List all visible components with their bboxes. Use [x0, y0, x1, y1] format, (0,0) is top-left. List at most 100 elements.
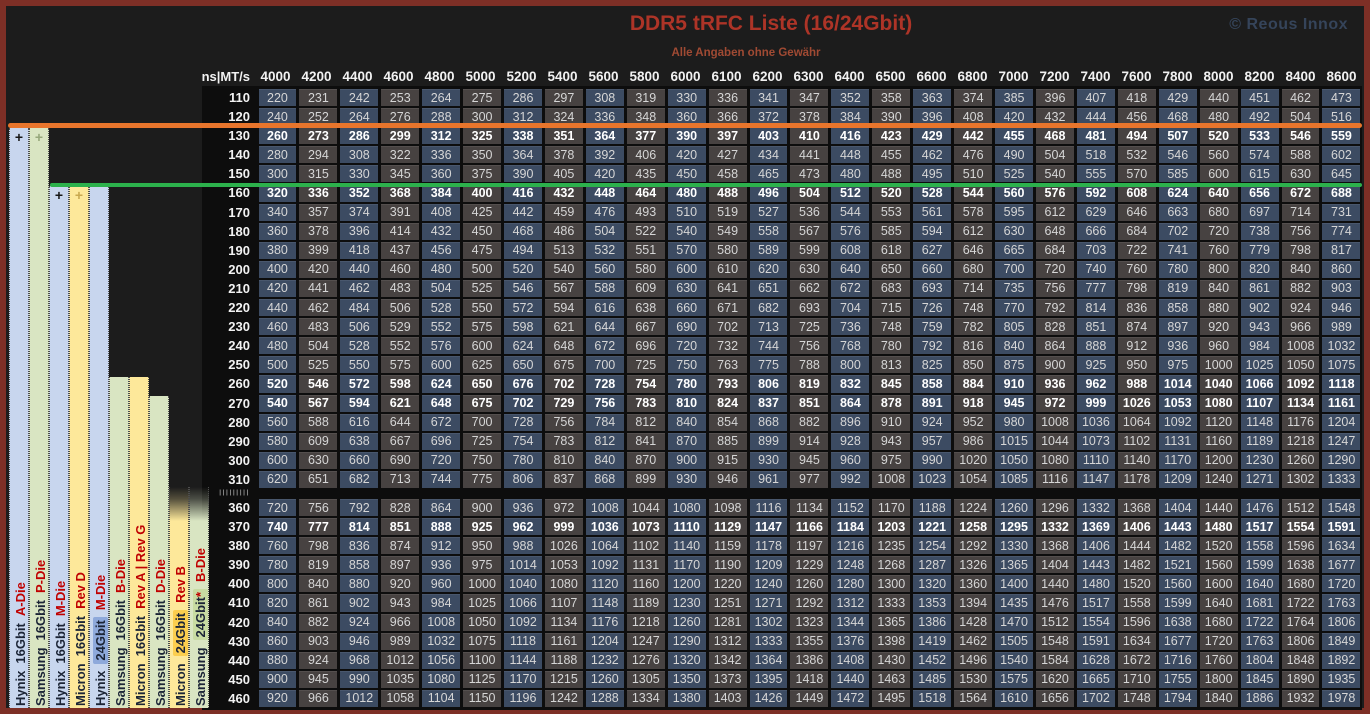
trfc-cell: 768	[831, 337, 870, 355]
trfc-cell: 630	[299, 451, 338, 469]
trfc-cell: 600	[258, 451, 297, 469]
trfc-cell: 1148	[585, 594, 624, 612]
trfc-cell: 1680	[1199, 613, 1238, 631]
trfc-cell: 1026	[544, 537, 583, 555]
trfc-cell: 648	[1036, 222, 1074, 240]
trfc-cell: 770	[995, 299, 1034, 317]
trfc-cell: 1216	[831, 537, 870, 555]
trfc-cell: 1748	[1117, 689, 1156, 707]
trfc-cell: 493	[626, 203, 665, 221]
trfc-cell: 1404	[1036, 556, 1074, 574]
trfc-cell: 458	[708, 165, 747, 183]
trfc-cell: 608	[831, 241, 870, 259]
trfc-cell: 462	[1281, 89, 1320, 107]
trfc-cell: 672	[831, 279, 870, 298]
trfc-cell: 999	[544, 518, 583, 536]
row-ns-label: 140	[228, 147, 250, 163]
trfc-cell: 588	[585, 279, 624, 298]
trfc-cell: 540	[258, 394, 297, 412]
trfc-cell: 1386	[913, 613, 952, 631]
trfc-cell: 406	[626, 146, 665, 164]
trfc-cell: 972	[544, 498, 583, 517]
trfc-cell: 378	[299, 222, 338, 240]
row-ns-label: 210	[228, 280, 250, 296]
trfc-cell: 840	[1199, 279, 1238, 298]
die-name-label: M-Die	[92, 574, 108, 611]
trfc-cell: 1032	[422, 632, 461, 650]
trfc-cell: 988	[1117, 375, 1156, 393]
trfc-cell: 943	[872, 432, 911, 450]
trfc-cell: 465	[749, 165, 788, 183]
die-name-label: M-Die	[52, 580, 68, 617]
trfc-cell: 840	[258, 613, 297, 631]
trfc-cell: 612	[954, 222, 993, 240]
trfc-cell: 783	[544, 432, 583, 450]
trfc-cell: 609	[299, 432, 338, 450]
trfc-cell: 510	[954, 165, 993, 183]
trfc-cell: 560	[1199, 146, 1238, 164]
die-strip-hynix-16gbit-a-die: + Hynix 16Gbit A-Die	[9, 128, 29, 708]
die-name-label: B-Die	[112, 559, 128, 594]
trfc-cell: 805	[995, 318, 1034, 336]
col-header-6300: 6300	[793, 68, 824, 84]
trfc-cell: 1369	[1076, 518, 1115, 536]
trfc-cell: 425	[463, 203, 502, 221]
trfc-cell: 602	[1322, 146, 1361, 164]
trfc-cell: 850	[954, 356, 993, 374]
trfc-cell: 936	[1158, 337, 1197, 355]
trfc-cell: 420	[258, 279, 297, 298]
col-header-6200: 6200	[752, 68, 783, 84]
die-strip-hynix-24gbit-m-die: Hynix 24Gbit M-Die	[89, 185, 109, 708]
trfc-cell: 860	[258, 632, 297, 650]
trfc-cell: 1365	[872, 613, 911, 631]
trfc-cell: 693	[790, 299, 829, 317]
trfc-cell: 814	[340, 518, 379, 536]
trfc-cell: 812	[585, 432, 624, 450]
trfc-cell: 588	[1281, 146, 1320, 164]
col-header-5400: 5400	[547, 68, 578, 84]
trfc-cell: 616	[340, 413, 379, 431]
trfc-cell: 1548	[1322, 498, 1361, 517]
trfc-cell: 760	[258, 537, 297, 555]
trfc-cell: 391	[381, 203, 420, 221]
trfc-cell: 897	[1158, 318, 1197, 336]
trfc-cell: 1218	[626, 613, 665, 631]
trfc-cell: 896	[831, 413, 870, 431]
trfc-cell: 912	[422, 537, 461, 555]
trfc-cell: 713	[749, 318, 788, 336]
trfc-cell: 1204	[585, 632, 624, 650]
trfc-cell: 444	[1076, 108, 1115, 126]
trfc-cell: 1120	[1199, 413, 1238, 431]
trfc-cell: 594	[913, 222, 952, 240]
trfc-cell: 806	[504, 470, 542, 488]
disclaimer-text: Alle Angaben ohne Gewähr	[671, 47, 821, 59]
trfc-cell: 434	[749, 146, 788, 164]
trfc-cell: 1008	[1281, 337, 1320, 355]
table-row-170: 170 340 357 374 391 408 425 442 459 476 493 510 519 5…	[200, 203, 1362, 222]
trfc-cell: 513	[544, 241, 583, 259]
trfc-cell: 851	[381, 518, 420, 536]
trfc-cell: 1418	[790, 670, 829, 688]
trfc-cell: 366	[708, 108, 747, 126]
trfc-cell: 667	[626, 318, 665, 336]
trfc-cell: 1260	[995, 498, 1034, 517]
trfc-cell: 840	[585, 451, 624, 469]
trfc-cell: 1428	[954, 613, 993, 631]
trfc-cell: 1232	[585, 651, 624, 669]
trfc-cell: 1229	[790, 556, 829, 574]
trfc-cell: 312	[504, 108, 542, 126]
trfc-cell: 476	[585, 203, 624, 221]
trfc-cell: 780	[504, 451, 542, 469]
trfc-cell: 630	[995, 222, 1034, 240]
trfc-cell: 506	[340, 318, 379, 336]
trfc-cell: 414	[381, 222, 420, 240]
trfc-cell: 546	[299, 375, 338, 393]
trfc-cell: 280	[258, 146, 297, 164]
trfc-cell: 700	[463, 413, 502, 431]
table-row-380: 380 760 798 836 874 912 950 988 1026 1064 1102 1140…	[200, 536, 1362, 555]
trfc-cell: 348	[626, 108, 665, 126]
trfc-cell: 516	[1322, 108, 1361, 126]
trfc-cell: 520	[872, 184, 911, 202]
trfc-cell: 1426	[749, 689, 788, 707]
trfc-cell: 962	[504, 518, 542, 536]
